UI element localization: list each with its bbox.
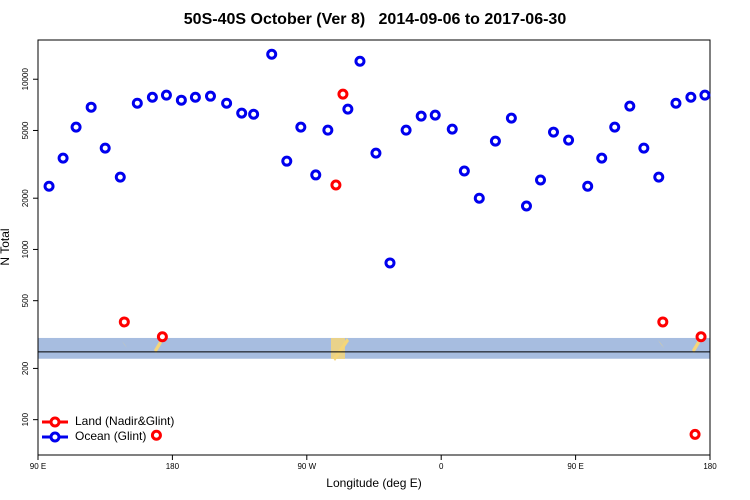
point [520, 200, 532, 212]
point [204, 90, 216, 102]
band [38, 337, 710, 359]
point [337, 88, 349, 100]
point [310, 169, 322, 181]
point [458, 165, 470, 177]
y-tick-label: 2000 [21, 189, 30, 207]
point [489, 135, 501, 147]
x-tick-label: 90 E [567, 462, 583, 471]
legend-label: Ocean (Glint) [75, 429, 146, 443]
chart-title: 50S-40S October (Ver 8) 2014-09-06 to 20… [184, 11, 567, 28]
point [248, 108, 260, 120]
point [57, 152, 69, 164]
point [535, 174, 547, 186]
point [160, 89, 172, 101]
y-tick-label: 10000 [21, 68, 30, 91]
point [689, 428, 701, 440]
point [114, 171, 126, 183]
y-tick-label: 100 [21, 412, 30, 426]
point [596, 152, 608, 164]
legend-marker [49, 416, 61, 428]
y-tick-label: 1000 [21, 240, 30, 258]
point [342, 103, 354, 115]
x-axis-label: Longitude (deg E) [326, 476, 421, 490]
point [384, 257, 396, 269]
x-tick-label: 180 [703, 462, 717, 471]
point [563, 134, 575, 146]
point [670, 97, 682, 109]
y-tick-label: 500 [21, 293, 30, 307]
point [131, 97, 143, 109]
legend-label: Land (Nadir&Glint) [75, 414, 174, 428]
point [189, 91, 201, 103]
x-tick-label: 90 W [297, 462, 316, 471]
point [582, 180, 594, 192]
point [638, 142, 650, 154]
sliver [658, 340, 664, 348]
point [70, 121, 82, 133]
point [146, 91, 158, 103]
point [156, 331, 168, 343]
sliver [331, 338, 345, 359]
point [370, 147, 382, 159]
y-axis-label: N Total [0, 228, 12, 265]
plot-frame [37, 39, 711, 456]
x-tick-label: 180 [166, 462, 180, 471]
point [657, 316, 669, 328]
sliver [154, 340, 162, 353]
x-tick-label: 0 [439, 462, 444, 471]
point [547, 126, 559, 138]
point [685, 91, 697, 103]
sliver [122, 341, 127, 348]
point [330, 179, 342, 191]
point [322, 124, 334, 136]
point [354, 55, 366, 67]
point [429, 109, 441, 121]
point [400, 124, 412, 136]
point [281, 155, 293, 167]
point [505, 112, 517, 124]
point [236, 107, 248, 119]
point [85, 101, 97, 113]
legend: Land (Nadir&Glint)Ocean (Glint) [42, 414, 174, 443]
point [295, 121, 307, 133]
x-tick-label: 90 E [30, 462, 46, 471]
point [653, 171, 665, 183]
point [699, 89, 711, 101]
point [446, 123, 458, 135]
point [221, 97, 233, 109]
point [415, 110, 427, 122]
point [695, 331, 707, 343]
point [609, 121, 621, 133]
sliver [692, 340, 700, 353]
y-tick-label: 200 [21, 361, 30, 375]
point [150, 429, 162, 441]
point [43, 180, 55, 192]
point [118, 316, 130, 328]
legend-marker [49, 431, 61, 443]
point [175, 94, 187, 106]
point [473, 192, 485, 204]
point [266, 48, 278, 60]
point [624, 100, 636, 112]
point [99, 142, 111, 154]
y-tick-label: 5000 [21, 121, 30, 139]
